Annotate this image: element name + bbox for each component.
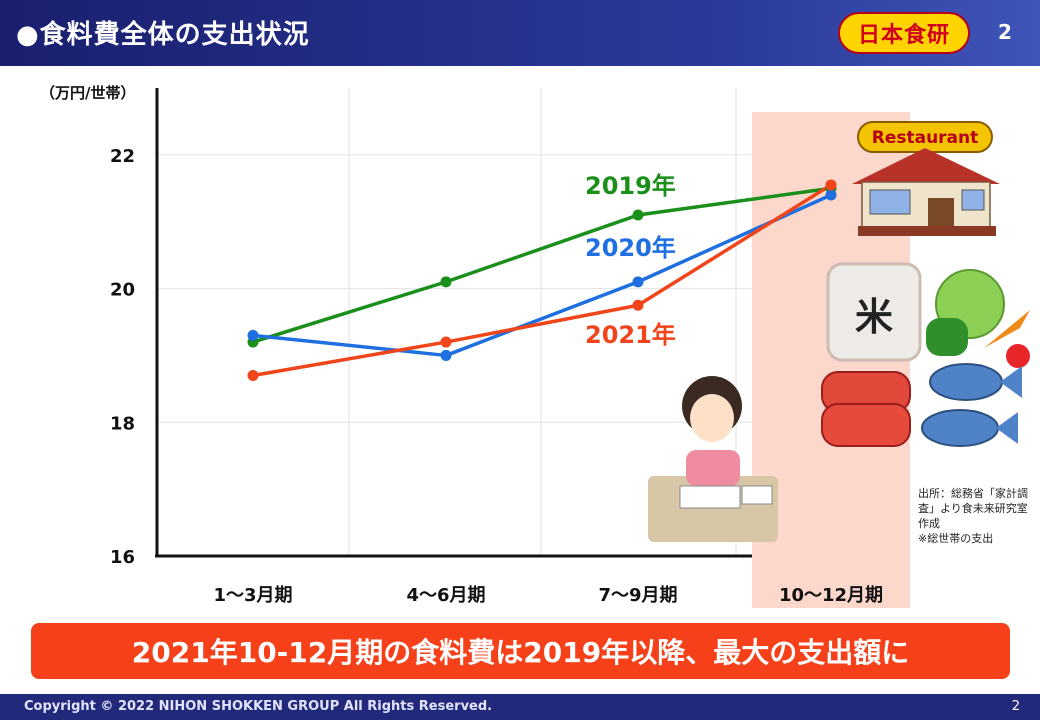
y-axis-label: （万円/世帯） xyxy=(40,84,135,102)
data-point xyxy=(632,276,644,288)
data-point xyxy=(247,329,259,341)
page-title: ●食料費全体の支出状況 xyxy=(16,20,310,50)
rice-bag-illustration: 米 xyxy=(826,262,922,362)
vegetables-illustration xyxy=(926,269,1030,368)
series-label: 2019年 xyxy=(585,172,676,200)
x-tick-label: 7〜9月期 xyxy=(598,585,677,606)
data-point xyxy=(247,369,259,381)
page-number: 2 xyxy=(998,20,1012,44)
y-tick-label: 18 xyxy=(110,413,135,434)
data-point xyxy=(440,336,452,348)
restaurant-illustration: Restaurant xyxy=(852,121,1000,236)
x-tick-label: 10〜12月期 xyxy=(779,585,883,606)
footer-bar: Copyright © 2022 NIHON SHOKKEN GROUP All… xyxy=(0,694,1040,720)
fish-illustration xyxy=(921,363,1022,447)
summary-banner-text: 2021年10-12月期の食料費は2019年以降、最大の支出額に xyxy=(131,636,910,669)
meat-illustration xyxy=(821,371,911,447)
summary-banner: 2021年10-12月期の食料費は2019年以降、最大の支出額に xyxy=(31,623,1010,679)
data-point xyxy=(440,349,452,361)
y-tick-label: 22 xyxy=(110,146,135,167)
x-tick-label: 1〜3月期 xyxy=(213,585,292,606)
copyright-text: Copyright © 2022 NIHON SHOKKEN GROUP All… xyxy=(24,699,493,714)
woman-budgeting-illustration xyxy=(648,376,778,542)
rice-bag-char: 米 xyxy=(855,295,893,339)
data-point xyxy=(440,276,452,288)
source-note: 出所：総務省「家計調査」より食未来研究室作成 ※総世帯の支出 xyxy=(918,487,1028,545)
company-logo-text: 日本食研 xyxy=(857,23,950,48)
y-tick-label: 20 xyxy=(110,280,135,301)
series-label: 2020年 xyxy=(585,234,676,262)
data-point xyxy=(825,189,837,201)
company-logo: 日本食研 xyxy=(838,12,970,54)
header-bar: ●食料費全体の支出状況 日本食研 2 xyxy=(0,0,1040,66)
chart-axes xyxy=(155,88,752,558)
footer-page-number: 2 xyxy=(1011,699,1020,714)
restaurant-sign-text: Restaurant xyxy=(872,128,979,148)
series-line-0 xyxy=(252,186,832,344)
data-point xyxy=(632,299,644,311)
series-line-2 xyxy=(252,183,832,378)
data-point xyxy=(825,179,837,191)
series-label: 2021年 xyxy=(585,321,676,349)
y-tick-label: 16 xyxy=(110,547,135,568)
data-point xyxy=(632,209,644,221)
x-tick-label: 4〜6月期 xyxy=(406,585,485,606)
series-line-1 xyxy=(252,193,832,358)
